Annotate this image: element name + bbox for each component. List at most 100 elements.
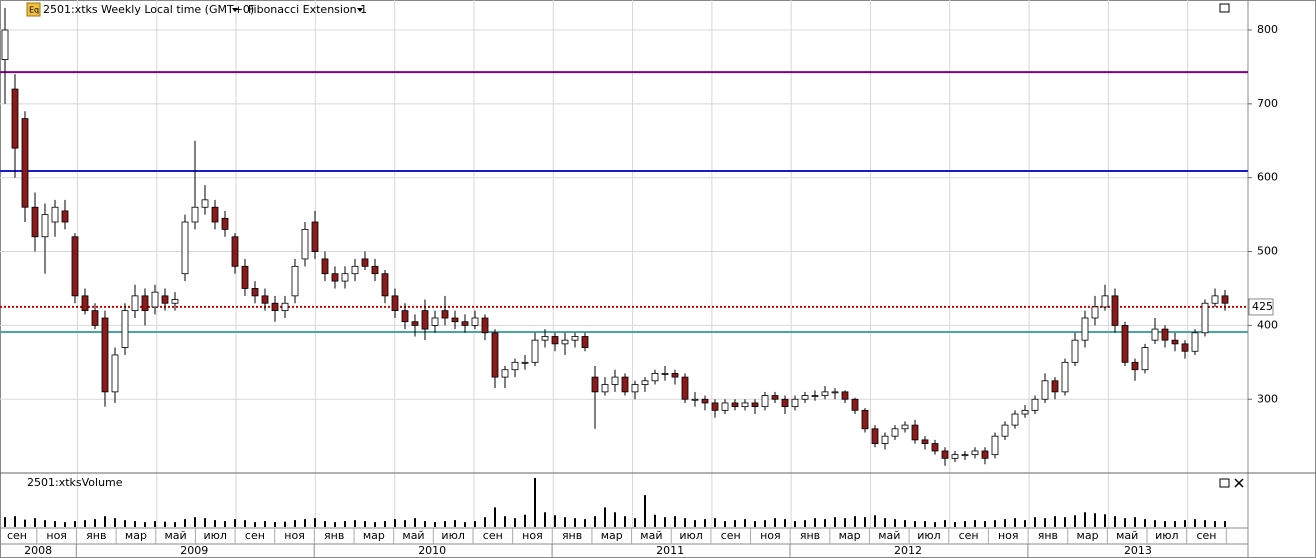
volume-bar bbox=[24, 519, 26, 527]
volume-bar bbox=[604, 507, 606, 527]
candle-body bbox=[161, 295, 169, 304]
month-label: янв bbox=[562, 529, 582, 542]
candle-body bbox=[201, 199, 209, 208]
candle-body bbox=[451, 317, 459, 323]
month-label: мар bbox=[1077, 529, 1099, 542]
candle-body bbox=[751, 402, 759, 408]
volume-bar bbox=[434, 522, 436, 527]
candle-body bbox=[781, 398, 789, 408]
candle-body bbox=[1131, 361, 1139, 371]
candle-body bbox=[671, 373, 679, 378]
month-label: июл bbox=[917, 529, 940, 542]
month-label: янв bbox=[86, 529, 106, 542]
candle-body bbox=[231, 236, 239, 267]
volume-bar bbox=[754, 521, 756, 527]
month-label: сен bbox=[959, 529, 979, 542]
volume-bar bbox=[264, 521, 266, 527]
volume-bar bbox=[144, 522, 146, 527]
level-label: 425 bbox=[1252, 300, 1273, 313]
volume-bar bbox=[174, 522, 176, 527]
volume-bar bbox=[684, 518, 686, 527]
candle-body bbox=[901, 424, 909, 430]
volume-bar bbox=[494, 507, 496, 527]
volume-bar bbox=[294, 520, 296, 527]
y-tick-label: 700 bbox=[1257, 97, 1278, 110]
volume-bar bbox=[204, 518, 206, 527]
candle-body bbox=[261, 295, 269, 304]
month-label: сен bbox=[721, 529, 741, 542]
volume-bar bbox=[554, 515, 556, 527]
month-label: июл bbox=[1155, 529, 1178, 542]
close-button[interactable] bbox=[1234, 478, 1244, 488]
candle-body bbox=[241, 265, 249, 289]
candle-body bbox=[531, 339, 539, 363]
candle-body bbox=[311, 221, 319, 252]
volume-bar bbox=[654, 514, 656, 527]
volume-bar bbox=[964, 521, 966, 527]
candle-body bbox=[11, 88, 19, 149]
candle-body bbox=[391, 295, 399, 312]
maximize-button[interactable] bbox=[1219, 3, 1230, 13]
volume-bar bbox=[104, 516, 106, 527]
chart-title[interactable]: 2501:xtks Weekly Local time (GMT+0) bbox=[43, 3, 254, 16]
month-label: ноя bbox=[284, 529, 305, 542]
year-label: 2010 bbox=[418, 544, 446, 557]
month-label: ноя bbox=[46, 529, 67, 542]
volume-bar bbox=[134, 521, 136, 527]
volume-bar bbox=[94, 519, 96, 527]
volume-bar bbox=[1144, 519, 1146, 527]
candle-body bbox=[1201, 302, 1209, 334]
candle-body bbox=[1221, 295, 1229, 304]
candle-body bbox=[151, 291, 159, 308]
candle-body bbox=[1091, 306, 1099, 319]
indicator-name[interactable]: Fibonacci Extension 1 bbox=[248, 3, 367, 16]
candle-body bbox=[931, 443, 939, 452]
candle-body bbox=[681, 376, 689, 400]
candle-body bbox=[541, 336, 549, 341]
dropdown-arrow bbox=[232, 8, 238, 12]
volume-bar bbox=[244, 520, 246, 527]
volume-bar bbox=[1214, 521, 1216, 527]
volume-bar bbox=[274, 522, 276, 527]
icon-glyph: Eq bbox=[29, 6, 39, 15]
volume-bar bbox=[164, 521, 166, 527]
candle-body bbox=[1141, 347, 1149, 371]
month-label: сен bbox=[7, 529, 27, 542]
candle-body bbox=[801, 395, 809, 400]
candle-body bbox=[1061, 361, 1069, 393]
volume-bar bbox=[644, 495, 646, 527]
month-label: июл bbox=[204, 529, 227, 542]
candle-body bbox=[171, 299, 179, 304]
candle-body bbox=[511, 361, 519, 371]
volume-bar bbox=[574, 518, 576, 527]
volume-bar bbox=[1114, 516, 1116, 527]
volume-bar bbox=[234, 519, 236, 527]
candle-body bbox=[871, 428, 879, 444]
symbol-icon[interactable] bbox=[26, 2, 41, 17]
year-label: 2011 bbox=[656, 544, 684, 557]
candle-body bbox=[181, 221, 189, 275]
month-label: янв bbox=[800, 529, 820, 542]
candle-body bbox=[461, 321, 469, 326]
candle-body bbox=[1081, 317, 1089, 341]
candle-body bbox=[51, 206, 59, 223]
volume-bar bbox=[1134, 517, 1136, 527]
candle-body bbox=[521, 361, 529, 364]
candle-body bbox=[321, 258, 329, 275]
volume-bar bbox=[114, 518, 116, 527]
y-tick-label: 500 bbox=[1257, 245, 1278, 258]
month-label: мар bbox=[601, 529, 623, 542]
volume-bar bbox=[1004, 519, 1006, 527]
maximize-button[interactable] bbox=[1219, 478, 1230, 488]
candle-body bbox=[301, 228, 309, 260]
candle-body bbox=[1071, 339, 1079, 363]
volume-bar bbox=[594, 516, 596, 527]
volume-bar bbox=[874, 515, 876, 527]
month-label: июл bbox=[679, 529, 702, 542]
candle-body bbox=[421, 310, 429, 330]
month-label: май bbox=[640, 529, 662, 542]
candle-body bbox=[821, 391, 829, 396]
volume-bar bbox=[304, 519, 306, 527]
volume-bar bbox=[1194, 519, 1196, 527]
candle-body bbox=[1051, 380, 1059, 393]
